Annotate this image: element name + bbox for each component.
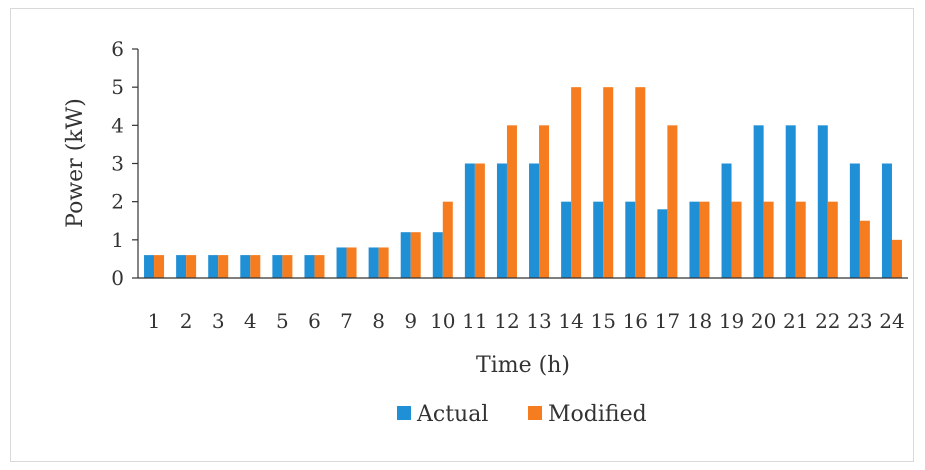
x-tick-label: 17 [655,309,680,333]
bar-actual-24 [881,163,892,278]
bar-actual-17 [657,209,668,278]
bar-modified-1 [154,255,165,278]
legend-swatch-modified [528,406,542,420]
bar-actual-3 [208,255,219,278]
bar-modified-22 [827,201,838,278]
bar-modified-23 [859,220,870,278]
y-tick-label: 0 [111,266,124,290]
bar-actual-1 [144,255,155,278]
y-tick-label: 4 [111,113,124,137]
x-tick-label: 24 [879,309,904,333]
legend-swatch-actual [397,406,411,420]
bar-modified-19 [731,201,742,278]
bar-modified-14 [571,87,582,279]
bar-modified-24 [891,239,902,278]
bar-actual-11 [464,163,475,278]
y-tick-label: 3 [111,152,124,176]
bar-actual-2 [176,255,187,278]
x-tick-label: 18 [687,309,712,333]
bar-actual-4 [240,255,251,278]
x-tick-label: 2 [180,309,193,333]
y-tick-label: 5 [111,75,124,99]
bar-modified-5 [282,255,293,278]
x-tick-label: 3 [212,309,225,333]
bar-modified-12 [506,125,517,278]
bar-actual-8 [368,247,379,278]
y-tick-label: 6 [111,37,124,61]
bar-actual-22 [817,125,828,278]
bar-actual-18 [689,201,700,278]
x-tick-label: 8 [372,309,385,333]
bar-actual-14 [561,201,572,278]
bar-modified-18 [699,201,710,278]
bar-modified-20 [763,201,774,278]
y-tick-label: 2 [111,190,124,214]
x-axis-ticks: 1 2 3 4 5 6 7 8 9 10 11 12 13 14 15 16 17 18 19 20 21 22 23 24 [148,309,905,333]
legend: Actual Modified [397,402,647,427]
bar-modified-3 [218,255,229,278]
bar-actual-13 [529,163,540,278]
bar-actual-9 [400,232,411,278]
bar-actual-5 [272,255,283,278]
bar-actual-15 [593,201,604,278]
bar-modified-4 [250,255,261,278]
bar-modified-13 [539,125,550,278]
bar-modified-9 [410,232,421,278]
bar-actual-20 [753,125,764,278]
bar-actual-23 [849,163,860,278]
bars [144,87,902,279]
bar-modified-11 [474,163,485,278]
bar-actual-6 [304,255,315,278]
x-tick-label: 9 [404,309,417,333]
legend-label-actual: Actual [416,402,488,427]
x-axis-title: Time (h) [476,353,570,378]
bar-modified-8 [378,247,389,278]
x-tick-label: 12 [494,309,519,333]
bar-modified-6 [314,255,325,278]
x-tick-label: 16 [623,309,648,333]
x-tick-label: 6 [308,309,321,333]
bar-actual-16 [625,201,636,278]
x-tick-label: 19 [719,309,744,333]
x-tick-label: 5 [276,309,289,333]
y-axis-ticks: 0 1 2 3 4 5 6 [111,37,138,290]
bar-modified-2 [186,255,197,278]
x-tick-label: 22 [815,309,840,333]
x-tick-label: 10 [430,309,455,333]
bar-modified-7 [346,247,357,278]
bar-modified-16 [635,87,646,279]
bar-modified-21 [795,201,806,278]
legend-label-modified: Modified [548,402,647,427]
x-tick-label: 4 [244,309,257,333]
y-tick-label: 1 [111,228,124,252]
bar-actual-19 [721,163,732,278]
x-tick-label: 1 [148,309,161,333]
x-tick-label: 7 [340,309,353,333]
x-tick-label: 21 [783,309,808,333]
x-tick-label: 15 [590,309,615,333]
x-tick-label: 13 [526,309,551,333]
bar-actual-12 [496,163,507,278]
x-tick-label: 11 [462,309,487,333]
x-tick-label: 20 [751,309,776,333]
bar-actual-7 [336,247,347,278]
y-axis-title: Power (kW) [63,98,88,228]
bar-modified-17 [667,125,678,278]
bar-modified-15 [603,87,614,279]
bar-actual-21 [785,125,796,278]
bar-actual-10 [432,232,443,278]
bar-modified-10 [442,201,453,278]
x-tick-label: 14 [558,309,583,333]
x-tick-label: 23 [847,309,872,333]
